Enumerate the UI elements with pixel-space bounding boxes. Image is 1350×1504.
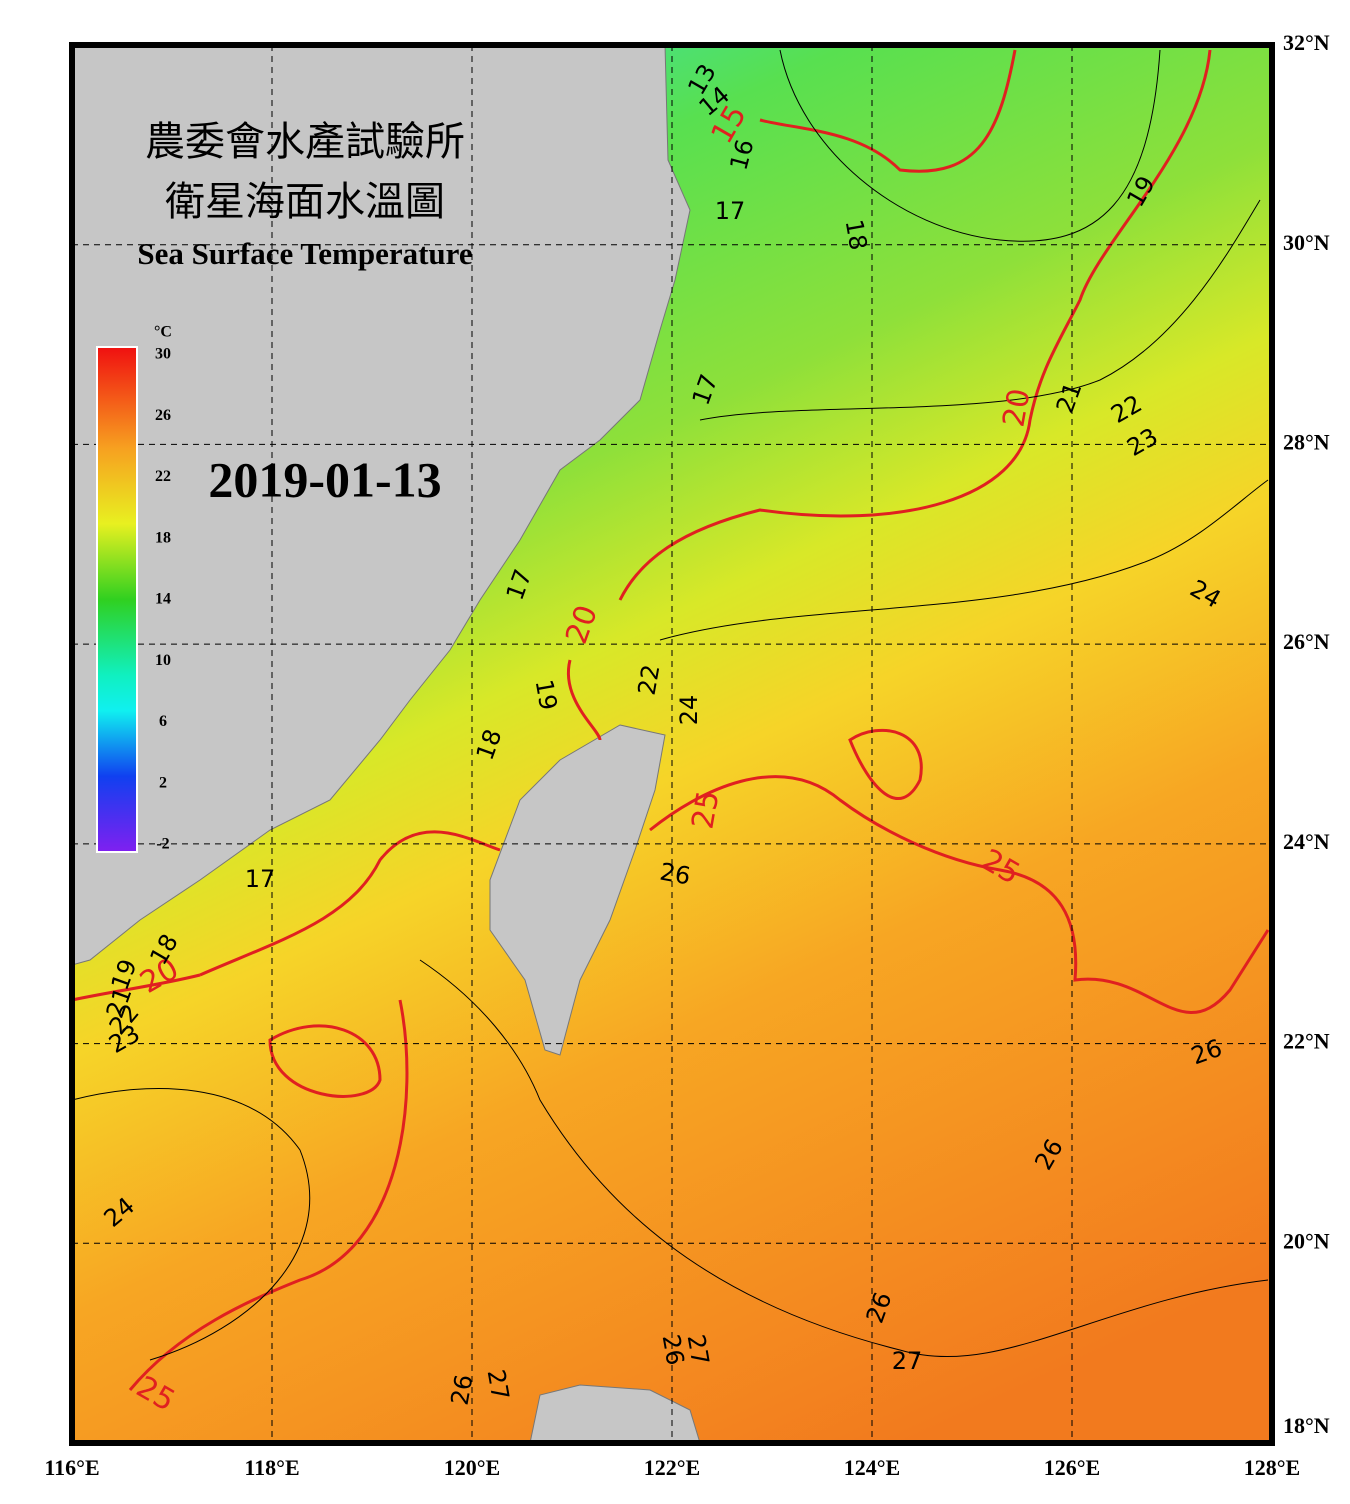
contour-label: 24 bbox=[675, 695, 703, 726]
contour-label: 17 bbox=[245, 865, 276, 893]
title-line: 衛星海面水溫圖 bbox=[165, 179, 445, 225]
lon-label: 128°E bbox=[1244, 1455, 1300, 1480]
colorbar-unit: °C bbox=[154, 324, 172, 341]
lat-label: 26°N bbox=[1283, 629, 1330, 654]
contour-label: 18 bbox=[840, 217, 873, 252]
lat-label: 22°N bbox=[1283, 1029, 1330, 1054]
lon-label: 126°E bbox=[1044, 1455, 1100, 1480]
contour-label: 27 bbox=[892, 1347, 923, 1375]
colorbar-tick-label: 2 bbox=[159, 774, 167, 791]
contour-label: 17 bbox=[715, 197, 746, 225]
subtitle: Sea Surface Temperature bbox=[137, 236, 472, 271]
colorbar bbox=[96, 346, 138, 853]
colorbar-tick-label: 26 bbox=[155, 407, 171, 424]
colorbar-tick-label: 10 bbox=[155, 652, 171, 669]
date: 2019-01-13 bbox=[208, 451, 441, 507]
contour-label: 25 bbox=[685, 788, 726, 832]
colorbar-tick-label: 6 bbox=[159, 713, 167, 730]
contour-label: 19 bbox=[530, 677, 563, 712]
contour-label: 26 bbox=[657, 1332, 690, 1367]
contour-label: 22 bbox=[633, 662, 666, 697]
lat-label: 24°N bbox=[1283, 829, 1330, 854]
lon-label: 120°E bbox=[444, 1455, 500, 1480]
contour-label: 20 bbox=[996, 386, 1037, 430]
contour bbox=[71, 49, 1269, 1361]
lon-label: 124°E bbox=[844, 1455, 900, 1480]
lat-label: 32°N bbox=[1283, 30, 1330, 55]
land bbox=[71, 44, 701, 1444]
lon-label: 118°E bbox=[244, 1455, 299, 1480]
contour-label: 26 bbox=[658, 858, 693, 891]
map-frame bbox=[69, 42, 1275, 1446]
lon-label: 122°E bbox=[644, 1455, 700, 1480]
lon-label: 116°E bbox=[44, 1455, 99, 1480]
isotherm bbox=[71, 49, 1270, 1391]
lat-label: 30°N bbox=[1283, 230, 1330, 255]
colorbar-tick-label: 14 bbox=[155, 591, 171, 608]
lat-label: 20°N bbox=[1283, 1228, 1330, 1253]
lat-label: 28°N bbox=[1283, 429, 1330, 454]
title-line: 農委會水產試驗所 bbox=[145, 119, 465, 165]
colorbar-tick-label: -2 bbox=[156, 836, 169, 853]
lat-label: 18°N bbox=[1283, 1413, 1330, 1438]
colorbar-tick-label: 30 bbox=[155, 346, 171, 363]
contour-label: 27 bbox=[482, 1367, 515, 1402]
colorbar-tick-label: 18 bbox=[155, 529, 171, 546]
contour-label: 26 bbox=[446, 1372, 479, 1407]
graticule bbox=[72, 45, 1272, 1443]
colorbar-tick-label: 22 bbox=[155, 468, 171, 485]
contour-label: 27 bbox=[682, 1332, 715, 1367]
